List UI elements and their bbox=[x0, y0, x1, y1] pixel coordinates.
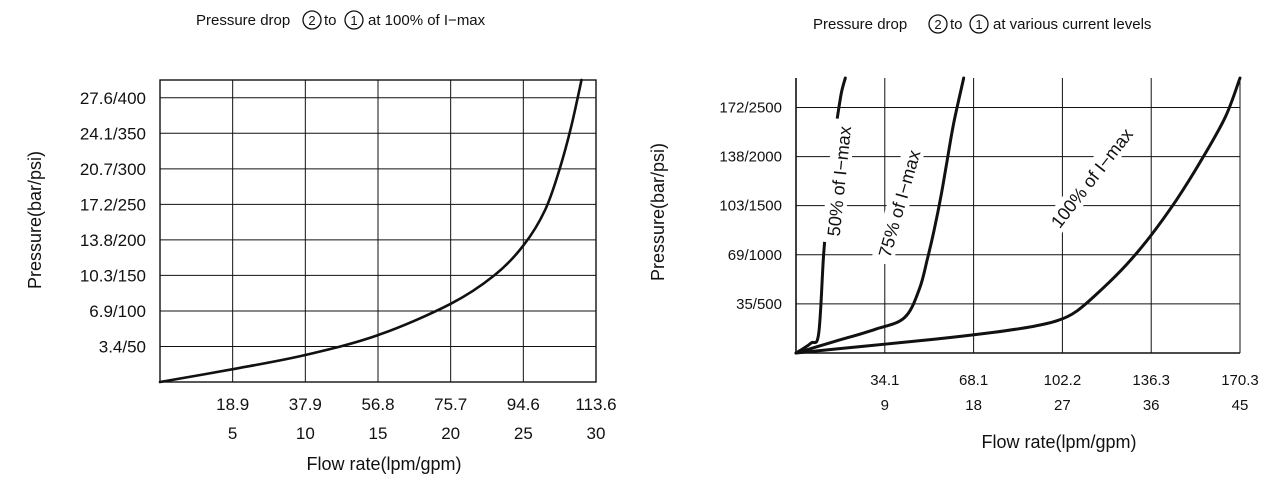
y-tick-label: 17.2/250 bbox=[80, 195, 146, 214]
chart-left-title-prefix: Pressure drop bbox=[196, 12, 290, 29]
x-tick-label-gpm: 9 bbox=[881, 397, 889, 414]
y-tick-label: 20.7/300 bbox=[80, 160, 146, 179]
y-tick-label: 3.4/50 bbox=[99, 337, 146, 356]
x-tick-label-gpm: 45 bbox=[1232, 397, 1249, 414]
curve-label-series-3: 100% of I−max bbox=[1047, 125, 1137, 232]
port-2-label-right: 2 bbox=[934, 17, 941, 32]
x-tick-label-lpm: 34.1 bbox=[870, 372, 899, 389]
x-tick-label-lpm: 68.1 bbox=[959, 372, 988, 389]
y-tick-label: 103/1500 bbox=[719, 198, 782, 215]
curve-label-backdrop bbox=[870, 140, 927, 267]
chart-left-title: Pressure drop 2 to 1 at 100% of I−max bbox=[196, 10, 486, 30]
chart-left-x-ticks: 18.9 5 37.9 10 56.8 15 75.7 20 94.6 25 113.6 30 bbox=[216, 395, 617, 443]
chart-right-x-ticks: 34.1 9 68.1 18 102.2 27 136.3 36 170.3 45 bbox=[870, 372, 1259, 414]
chart-left: Pressure drop 2 to 1 at 100% of I−max 3.… bbox=[25, 10, 617, 474]
y-tick-label: 6.9/100 bbox=[89, 302, 146, 321]
port-1-label-right: 1 bbox=[975, 17, 982, 32]
chart-right-title: Pressure drop 2 to 1 at various current … bbox=[813, 14, 1151, 34]
y-tick-label: 69/1000 bbox=[728, 247, 782, 264]
curve-series-3 bbox=[794, 76, 1242, 355]
chart-right-title-suffix: at various current levels bbox=[993, 16, 1151, 33]
port-1-circle-right bbox=[969, 14, 989, 34]
chart-right-title-prefix: Pressure drop bbox=[813, 16, 907, 33]
curve-label-series-1: 50% of I−max bbox=[824, 125, 855, 237]
x-tick-label-gpm: 15 bbox=[369, 424, 388, 443]
curve-label-backdrop bbox=[820, 118, 856, 244]
chart-left-curve bbox=[158, 78, 583, 384]
chart-right-y-axis-label: Pressure(bar/psi) bbox=[648, 143, 668, 281]
y-tick-label: 27.6/400 bbox=[80, 89, 146, 108]
chart-right-x-axis-label: Flow rate(lpm/gpm) bbox=[981, 432, 1136, 452]
chart-left-y-ticks: 3.4/50 6.9/100 10.3/150 13.8/200 17.2/250 20.… bbox=[80, 89, 146, 357]
port-2-label: 2 bbox=[308, 13, 315, 28]
port-2-circle-right bbox=[928, 14, 948, 34]
chart-left-x-axis-label: Flow rate(lpm/gpm) bbox=[306, 454, 461, 474]
x-tick-label-lpm: 170.3 bbox=[1221, 372, 1259, 389]
x-tick-label-lpm: 136.3 bbox=[1132, 372, 1170, 389]
flow-pressure-curve bbox=[158, 78, 583, 384]
x-tick-label-lpm: 113.6 bbox=[575, 395, 616, 414]
chart-left-grid bbox=[159, 79, 597, 383]
port-1-circle bbox=[344, 10, 364, 30]
x-tick-label-lpm: 37.9 bbox=[289, 395, 322, 414]
x-tick-label-lpm: 56.8 bbox=[361, 395, 394, 414]
chart-right-curves: 50% of I−max 75% of I−max 100% of I−max bbox=[794, 76, 1242, 355]
curve-label-backdrop bbox=[1044, 121, 1139, 234]
curve-label-series-2: 75% of I−max bbox=[875, 148, 925, 260]
y-tick-label: 10.3/150 bbox=[80, 266, 146, 285]
chart-right: Pressure drop 2 to 1 at various current … bbox=[648, 14, 1259, 452]
x-tick-label-gpm: 5 bbox=[228, 424, 237, 443]
x-tick-label-lpm: 18.9 bbox=[216, 395, 249, 414]
x-tick-label-gpm: 25 bbox=[514, 424, 533, 443]
chart-left-title-suffix: at 100% of I−max bbox=[368, 12, 486, 29]
chart-right-title-to: to bbox=[950, 16, 963, 33]
port-1-label: 1 bbox=[350, 13, 357, 28]
curve-series-2 bbox=[794, 76, 966, 355]
chart-right-y-ticks: 35/500 69/1000 103/1500 138/2000 172/2500 bbox=[719, 99, 782, 312]
x-tick-label-gpm: 10 bbox=[296, 424, 315, 443]
x-tick-label-lpm: 94.6 bbox=[507, 395, 540, 414]
x-tick-label-lpm: 75.7 bbox=[434, 395, 467, 414]
chart-right-grid bbox=[795, 78, 1241, 354]
port-2-circle bbox=[302, 10, 322, 30]
x-tick-label-lpm: 102.2 bbox=[1044, 372, 1082, 389]
chart-left-y-axis-label: Pressure(bar/psi) bbox=[25, 151, 45, 289]
x-tick-label-gpm: 20 bbox=[441, 424, 460, 443]
chart-left-title-to: to bbox=[324, 12, 337, 29]
x-tick-label-gpm: 36 bbox=[1143, 397, 1160, 414]
x-tick-label-gpm: 30 bbox=[587, 424, 606, 443]
y-tick-label: 172/2500 bbox=[719, 99, 782, 116]
y-tick-label: 138/2000 bbox=[719, 149, 782, 166]
y-tick-label: 13.8/200 bbox=[80, 231, 146, 250]
x-tick-label-gpm: 27 bbox=[1054, 397, 1071, 414]
y-tick-label: 35/500 bbox=[736, 296, 782, 313]
y-tick-label: 24.1/350 bbox=[80, 124, 146, 143]
x-tick-label-gpm: 18 bbox=[965, 397, 982, 414]
